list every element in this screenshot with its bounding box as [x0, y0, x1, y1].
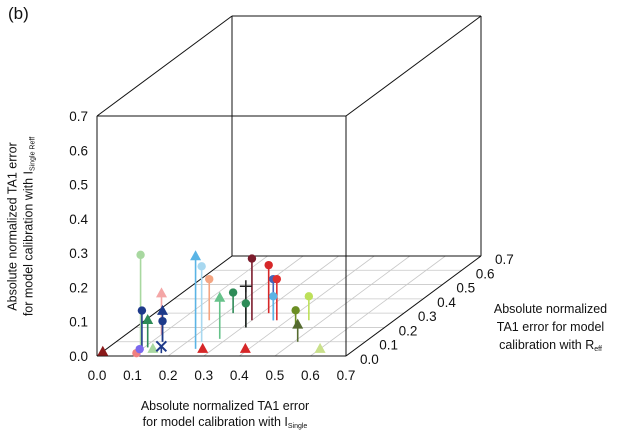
y-tick-label: 0.0 — [69, 349, 88, 364]
grid-line-x-1 — [132, 255, 268, 357]
data-points — [97, 250, 326, 358]
x-tick-label: 0.2 — [159, 368, 178, 383]
x-tick-label: 0.6 — [301, 368, 320, 383]
x-tick-label: 0.7 — [337, 368, 356, 383]
point-9 — [147, 342, 159, 353]
y-tick-label: 0.3 — [69, 246, 88, 261]
y-tick-label: 0.7 — [69, 109, 88, 124]
point-3 — [137, 306, 147, 315]
box-edge-9 — [345, 15, 482, 117]
y-tick-label: 0.1 — [69, 315, 88, 330]
point-20 — [264, 260, 273, 270]
floor-grid — [96, 255, 482, 357]
point-24 — [272, 274, 282, 284]
z-axis-label-line1: Absolute normalized — [493, 302, 608, 316]
point-8 — [135, 344, 144, 354]
point-26 — [291, 306, 300, 315]
y-axis-label-line2: for model calibration with ISingle Reff — [21, 136, 37, 317]
y-tick-label: 0.5 — [69, 178, 88, 193]
point-25 — [304, 292, 314, 301]
point-6 — [158, 316, 167, 326]
z-tick-label: 0.6 — [476, 266, 495, 281]
y-tick-label: 0.4 — [69, 212, 88, 227]
point-16 — [214, 291, 226, 302]
grid-line-x-4 — [239, 255, 375, 357]
point-10 — [155, 340, 168, 352]
z-tick-label: 0.3 — [418, 309, 437, 324]
x-axis-label: Absolute normalized TA1 error for model … — [100, 398, 350, 435]
point-4 — [136, 250, 145, 260]
x-tick-label: 0.4 — [230, 368, 249, 383]
point-19 — [239, 280, 252, 293]
z-axis-label: Absolute normalized TA1 error for model … — [468, 300, 631, 359]
x-tick-label: 0.1 — [123, 368, 142, 383]
box-edge-6 — [96, 15, 233, 117]
point-11 — [205, 274, 214, 284]
z-axis-label-line3: calibration with Reff — [499, 338, 602, 353]
box-edge-4 — [345, 255, 482, 357]
point-7 — [157, 304, 169, 315]
x-tick-label: 0.5 — [265, 368, 284, 383]
grid-line-x-2 — [167, 255, 304, 357]
point-14 — [197, 262, 206, 271]
point-12 — [228, 288, 238, 297]
point-13 — [190, 250, 202, 261]
y-tick-label: 0.6 — [69, 143, 88, 158]
point-18 — [241, 299, 251, 308]
z-tick-label: 0.2 — [399, 323, 418, 338]
point-28 — [314, 342, 326, 353]
tick-labels: 0.0 0.1 0.2 0.3 0.4 0.5 0.6 0.70.00.10.20.30.40… — [69, 109, 514, 383]
x-tick-label: 0.0 — [88, 368, 107, 383]
point-21 — [239, 342, 251, 353]
y-axis-label: Absolute normalized TA1 error for model … — [5, 82, 42, 372]
x-tick-label: 0.3 — [194, 368, 213, 383]
point-23 — [269, 292, 278, 301]
point-0 — [97, 345, 109, 356]
z-tick-label: 0.0 — [360, 352, 379, 367]
z-tick-label: 0.5 — [456, 281, 475, 296]
grid-line-x-3 — [203, 255, 339, 357]
box-edge-2 — [96, 255, 233, 357]
point-15 — [197, 342, 209, 353]
axis-box — [96, 15, 482, 357]
point-17 — [247, 254, 257, 263]
panel-label: (b) — [8, 4, 29, 23]
z-tick-label: 0.4 — [437, 295, 456, 310]
y-tick-label: 0.2 — [69, 280, 88, 295]
x-axis-label-line1: Absolute normalized TA1 error — [140, 399, 310, 413]
point-27 — [292, 318, 304, 329]
x-axis-label-line2: for model calibration with ISingle — [142, 415, 308, 430]
z-tick-label: 0.1 — [379, 338, 398, 353]
grid-line-x-6 — [310, 255, 446, 357]
y-axis-label-line1: Absolute normalized TA1 error — [5, 142, 20, 311]
z-axis-label-line2: TA1 error for model — [496, 320, 605, 334]
point-2 — [142, 314, 154, 324]
point-5 — [156, 287, 167, 298]
z-tick-label: 0.7 — [495, 252, 514, 267]
